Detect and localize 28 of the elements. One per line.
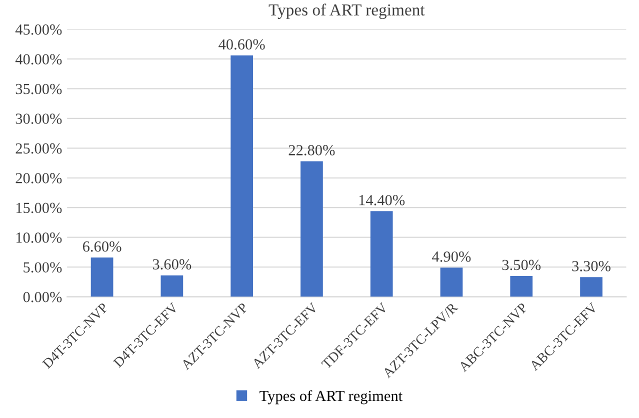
y-tick-label: 30.00%: [16, 114, 62, 124]
chart-title: Types of ART regiment: [268, 4, 425, 19]
data-label: 6.60%: [82, 241, 122, 252]
data-label: 14.40%: [359, 194, 405, 206]
y-tick-label: 0.00%: [23, 292, 62, 302]
data-label: 3.30%: [572, 260, 610, 272]
y-tick-label: 45.00%: [15, 24, 62, 35]
y-tick-label: 20.00%: [16, 173, 62, 184]
bar: [580, 277, 602, 297]
bar: [300, 161, 323, 297]
data-label: 3.50%: [502, 260, 541, 270]
legend-label: Types of ART regiment: [260, 390, 403, 404]
data-label: 40.60%: [218, 39, 265, 50]
y-tick-label: 40.00%: [15, 54, 62, 64]
bar: [90, 258, 114, 297]
data-label: 22.80%: [288, 145, 335, 156]
y-tick-label: 10.00%: [16, 232, 62, 243]
y-tick-label: 15.00%: [16, 202, 62, 214]
bar: [370, 211, 393, 297]
bar: [230, 55, 254, 297]
y-tick-label: 25.00%: [16, 143, 62, 154]
bar: [160, 275, 184, 297]
bar: [440, 268, 463, 297]
data-label: 3.60%: [152, 259, 192, 270]
data-label: 4.90%: [432, 251, 471, 262]
bar: [510, 276, 533, 297]
y-tick-label: 35.00%: [16, 84, 62, 94]
y-tick-label: 5.00%: [24, 262, 62, 273]
